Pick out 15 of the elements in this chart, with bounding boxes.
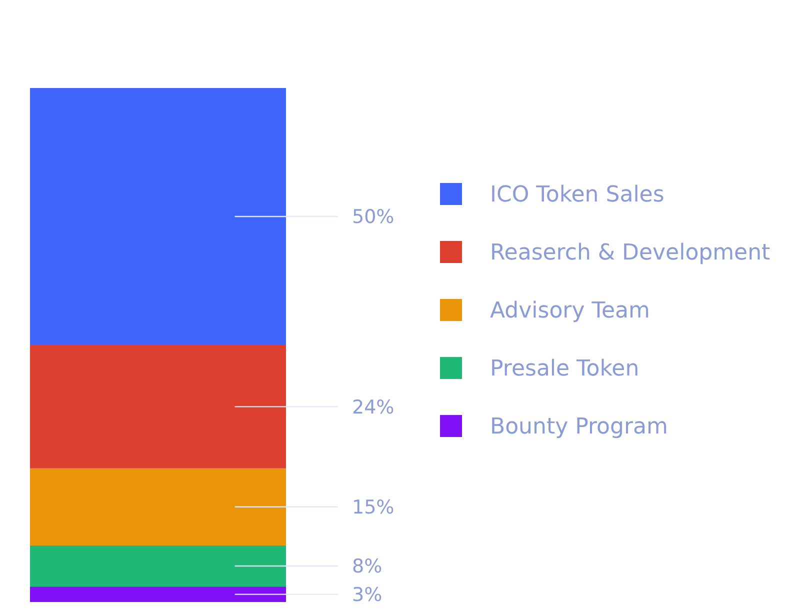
bar <box>30 468 286 546</box>
data-label: 15% <box>352 496 394 519</box>
data-label: 8% <box>352 556 382 578</box>
bar <box>30 586 286 602</box>
data-label: 24% <box>352 396 394 418</box>
legend-label: Reaserch & Development <box>490 240 771 266</box>
bar <box>30 345 286 468</box>
bar <box>30 545 286 587</box>
legend-label: ICO Token Sales <box>490 182 664 208</box>
data-label: 3% <box>352 584 382 606</box>
data-label: 50% <box>352 206 394 228</box>
legend-label: Presale Token <box>490 356 640 382</box>
legend-label: Bounty Program <box>490 414 668 440</box>
legend-label: Advisory Team <box>490 298 650 324</box>
bar <box>30 88 286 345</box>
